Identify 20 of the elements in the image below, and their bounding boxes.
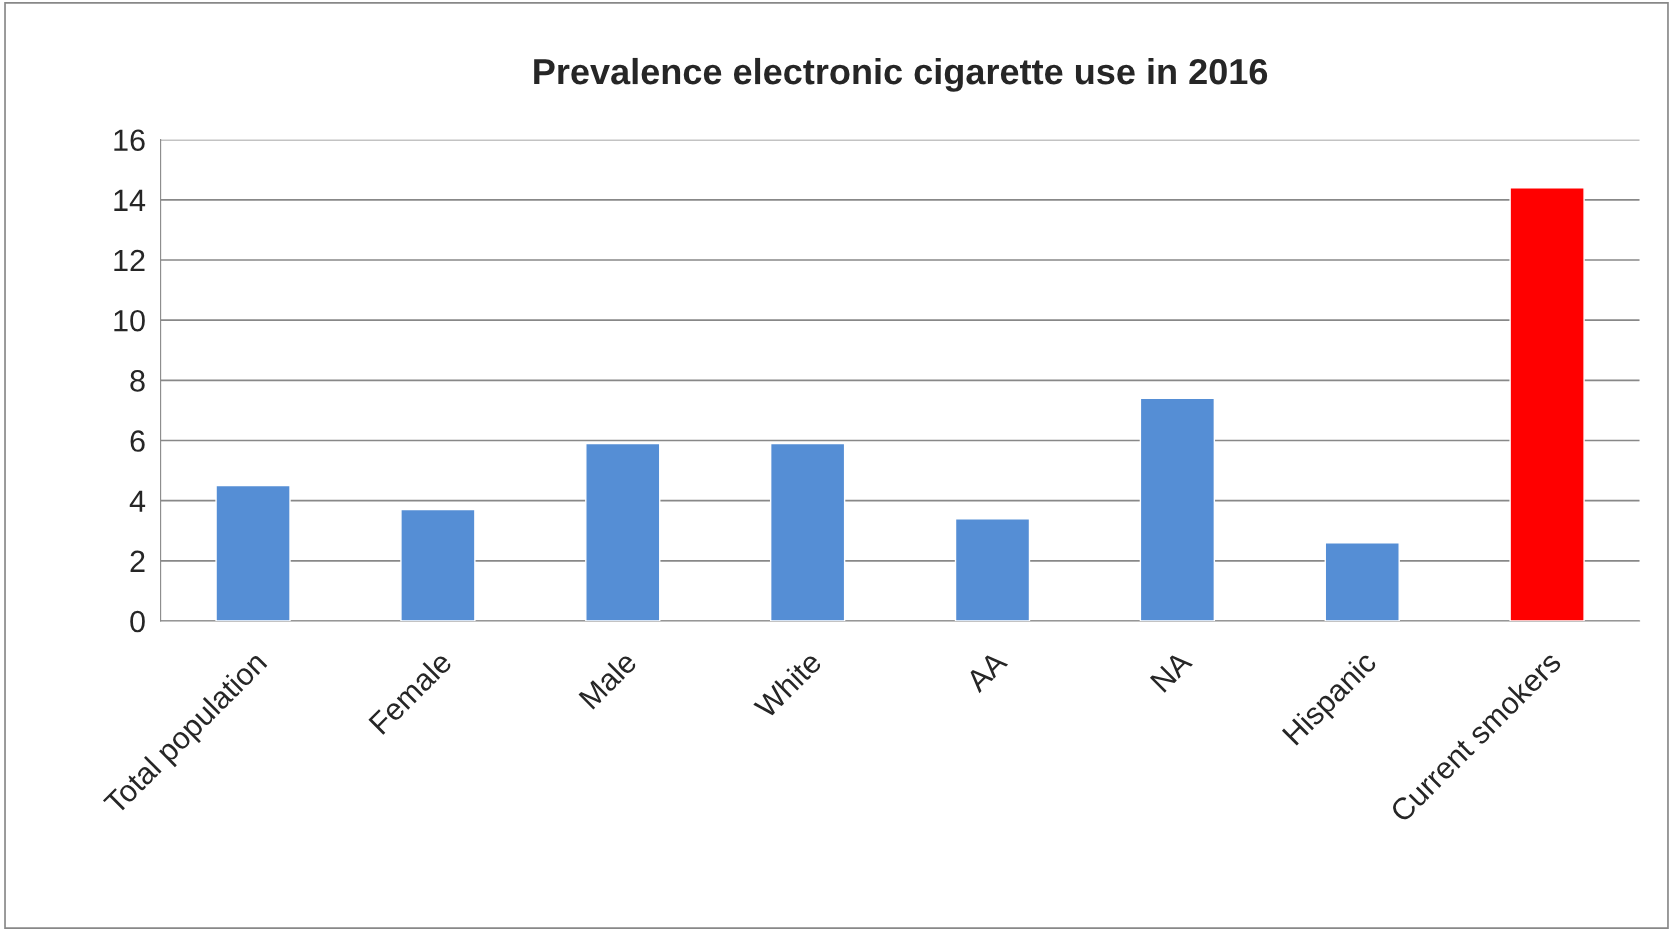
bar	[769, 442, 846, 621]
y-tick-label: 4	[129, 490, 146, 512]
bar	[1139, 397, 1216, 621]
bar	[400, 508, 476, 621]
bar	[1509, 187, 1585, 621]
y-tick-label: 2	[130, 550, 145, 572]
chart-title: Prevalence electronic cigarette use in 2016	[534, 57, 1268, 92]
bar	[215, 484, 291, 621]
y-tick-label: 6	[130, 430, 145, 452]
y-tick-label: 0	[130, 610, 145, 633]
x-tick-label: NA	[1149, 649, 1193, 693]
bar	[954, 518, 1031, 621]
x-tick-label: AA	[964, 649, 1009, 694]
y-tick-label: 14	[114, 189, 146, 211]
y-tick-label: 16	[114, 129, 145, 152]
y-tick-label: 12	[114, 249, 145, 272]
bar	[585, 442, 661, 621]
y-tick-label: 10	[114, 309, 145, 332]
bar	[1324, 542, 1400, 621]
y-tick-label: 8	[130, 370, 145, 392]
